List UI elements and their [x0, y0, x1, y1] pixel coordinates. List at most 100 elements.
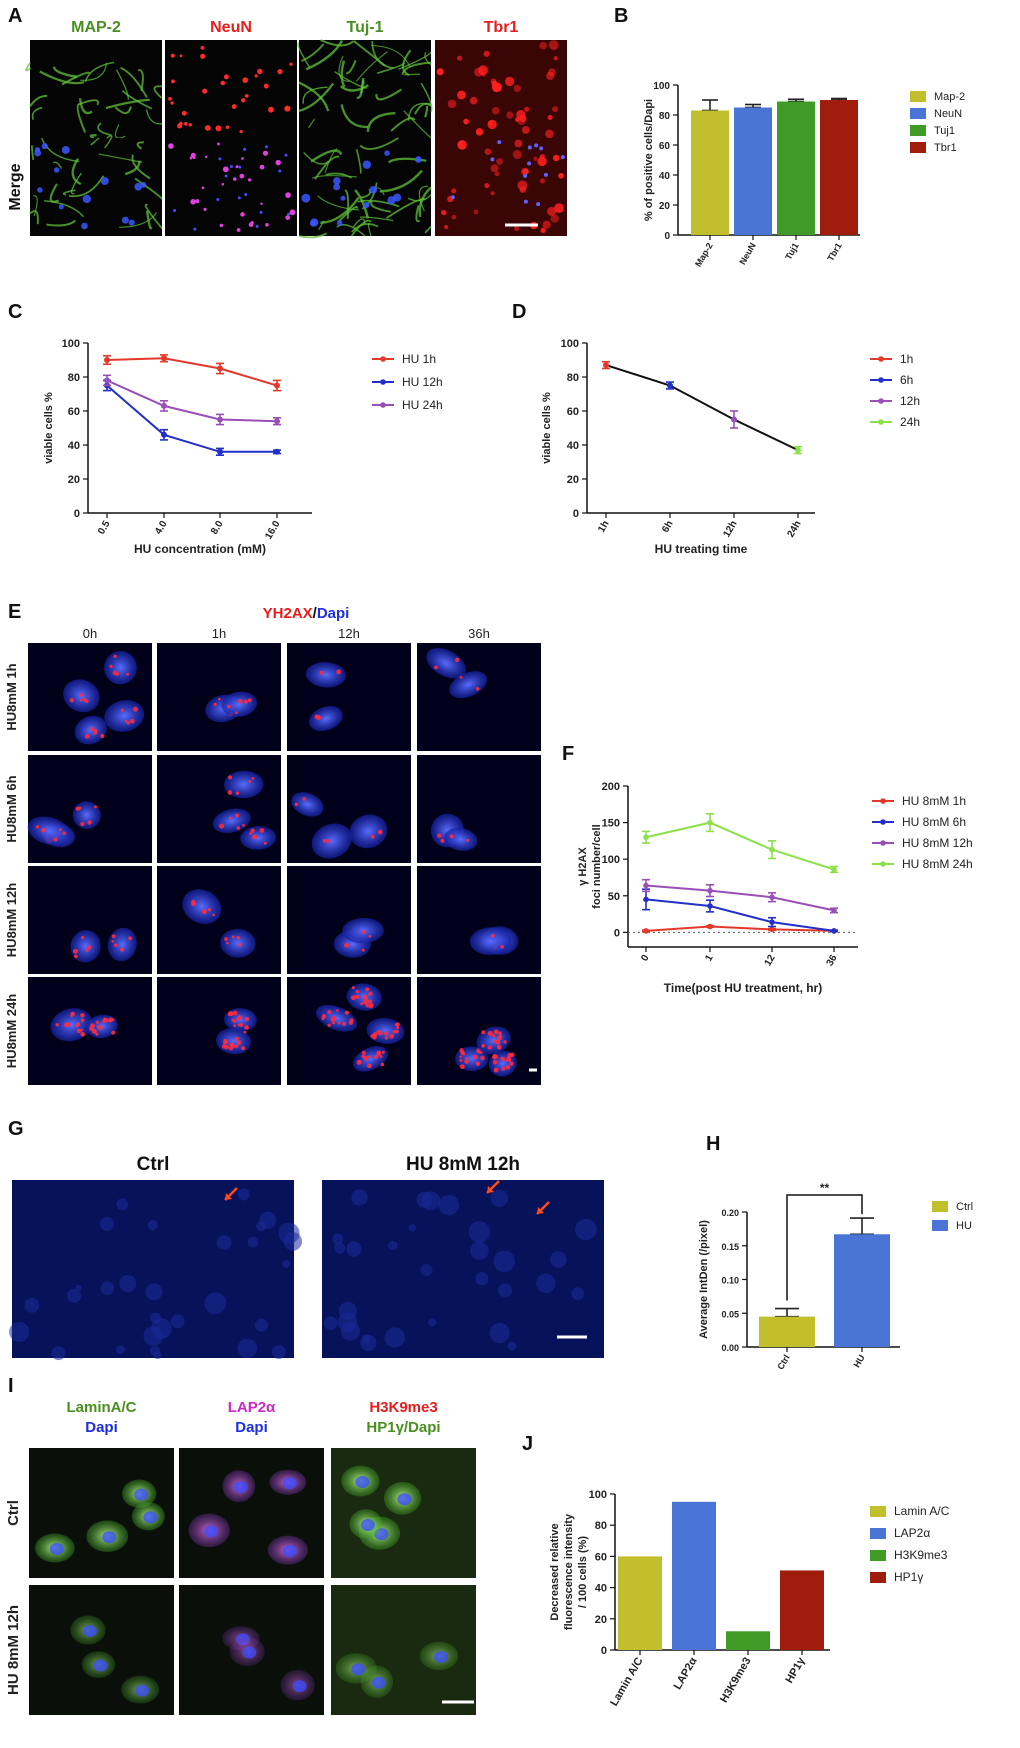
foci [120, 708, 124, 712]
foci [104, 1018, 109, 1023]
foci [238, 699, 243, 704]
legend-J: Lamin A/C LAP2α H3K9me3 HP1γ [870, 1504, 950, 1584]
nucleus [221, 182, 225, 186]
x-tick-label: 36 [825, 953, 840, 969]
legend-label: HU 24h [402, 398, 443, 412]
nucleus [487, 119, 497, 130]
nucleus [457, 140, 467, 150]
nucleus [547, 114, 553, 121]
nucleus [259, 164, 265, 170]
y-tick-label: 0 [573, 508, 579, 520]
foci [93, 728, 98, 733]
micrograph-e [417, 866, 541, 974]
foci [72, 948, 78, 954]
foci [100, 733, 105, 739]
foci [384, 1036, 389, 1040]
bar [834, 1234, 890, 1347]
dapi-core [134, 1488, 149, 1501]
legend-C: HU 1h HU 12h HU 24h [372, 352, 443, 412]
nucleus [170, 101, 174, 105]
legend-swatch [932, 1220, 948, 1231]
nucleus [256, 1221, 267, 1232]
foci [70, 1014, 74, 1018]
foci [41, 827, 46, 833]
data-point [603, 362, 609, 369]
x-tick-label: H3K9me3 [718, 1656, 753, 1705]
foci [365, 998, 369, 1002]
nucleus [473, 209, 479, 215]
foci [87, 945, 92, 950]
neurite [84, 61, 115, 83]
dapi-core [143, 1511, 158, 1524]
nucleus [558, 172, 564, 179]
neurite [68, 175, 105, 198]
nucleus [504, 76, 515, 87]
x-tick-label: HP1γ [783, 1655, 808, 1686]
y-tick-label: 0 [664, 231, 670, 242]
nucleus [203, 207, 207, 211]
legend-label: HP1γ [894, 1570, 923, 1584]
neurite [115, 69, 130, 100]
data-point [643, 834, 649, 841]
foci [361, 1050, 366, 1055]
micrograph-neun-merge [165, 138, 297, 236]
arrow-head [487, 1186, 494, 1193]
foci [361, 1054, 365, 1058]
data-point [769, 846, 775, 853]
foci [80, 1013, 85, 1018]
y-axis-label: viable cells % [541, 392, 553, 464]
row-label: HU8mM 24h [4, 994, 19, 1068]
nucleus [51, 1346, 66, 1361]
foci [466, 838, 470, 842]
foci [59, 828, 63, 832]
tile-background [287, 866, 411, 974]
foci [227, 790, 233, 795]
dapi-core [135, 1684, 150, 1697]
arrow-head [225, 1193, 232, 1200]
foci [79, 698, 83, 702]
foci [232, 1010, 238, 1016]
nucleus [34, 146, 41, 153]
nucleus [200, 45, 205, 50]
neurite [420, 82, 433, 113]
nucleus [204, 155, 208, 159]
y-axis-label: Average IntDen (/pixel) [698, 1220, 710, 1339]
legend-swatch [870, 1572, 886, 1583]
panel-letter: G [8, 1118, 24, 1140]
nucleus [457, 90, 466, 100]
micrograph-tbr1-merge [435, 138, 567, 236]
data-point [161, 431, 167, 438]
nucleus [550, 1251, 567, 1268]
nucleus [100, 1281, 115, 1295]
neurite [350, 219, 372, 237]
micrograph-e [157, 755, 281, 863]
legend-marker [878, 356, 884, 362]
data-point [707, 903, 713, 909]
y-tick-label: 100 [653, 81, 670, 92]
nucleus [53, 167, 60, 173]
nucleus [173, 208, 177, 212]
foci [81, 935, 85, 940]
y-axis-label: / 100 cells (%) [577, 1536, 589, 1608]
neurite [297, 41, 311, 68]
foci [321, 1016, 325, 1020]
y-tick-label: 60 [68, 406, 80, 418]
neurite [424, 106, 429, 118]
image-label: Ctrl [137, 1154, 170, 1175]
dapi-core [371, 1676, 386, 1689]
legend-swatch [870, 1506, 886, 1517]
nucleus [470, 1241, 489, 1260]
x-tick-label: 1 [703, 953, 716, 964]
dapi-core [102, 1531, 117, 1544]
foci [492, 1054, 497, 1059]
nucleus [221, 691, 258, 717]
column-label: LaminA/C [66, 1399, 136, 1416]
foci [243, 1030, 247, 1034]
x-axis-label: HU concentration (mM) [134, 542, 266, 556]
y-tick-label: 0 [614, 927, 620, 939]
nucleus [513, 84, 521, 93]
nucleus [241, 157, 244, 160]
neurite [403, 110, 432, 139]
y-tick-label: 100 [602, 854, 620, 866]
foci [365, 987, 370, 992]
